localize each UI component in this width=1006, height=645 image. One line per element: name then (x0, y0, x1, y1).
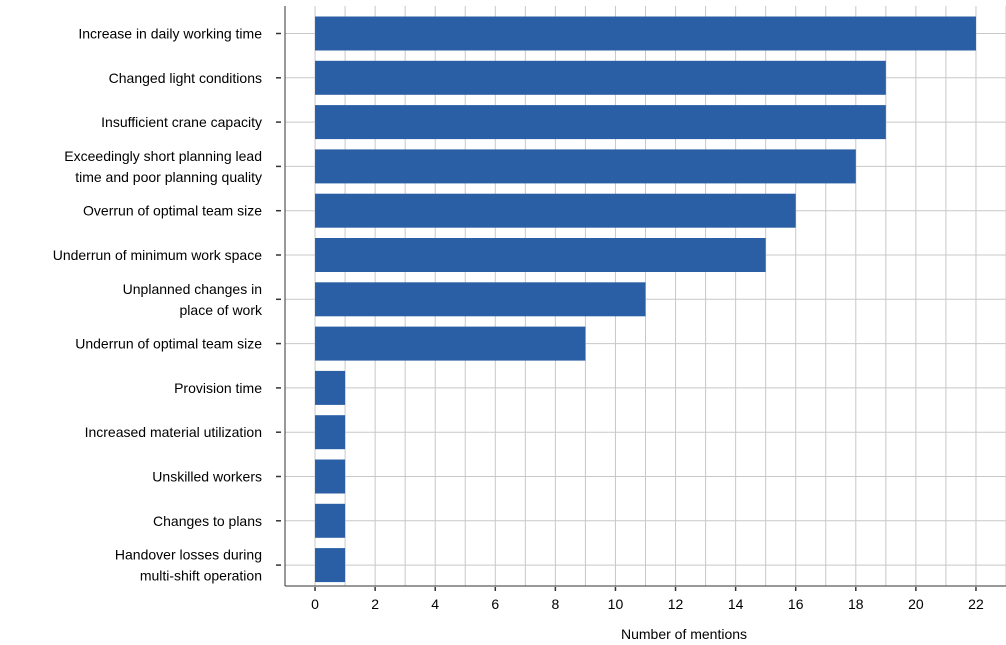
x-tick-label: 12 (668, 596, 684, 612)
bar (315, 370, 346, 405)
bar (315, 193, 796, 228)
category-label-line: Unplanned changes in (123, 281, 262, 297)
category-label-line: Insufficient crane capacity (101, 114, 262, 130)
bar (315, 149, 856, 184)
category-label-line: Underrun of minimum work space (53, 247, 263, 263)
x-tick-label: 2 (371, 596, 379, 612)
category-label-line: Underrun of optimal team size (75, 336, 262, 352)
bar (315, 105, 886, 140)
bar (315, 60, 886, 95)
category-label-line: Overrun of optimal team size (83, 203, 262, 219)
bar (315, 326, 586, 361)
category-label-line: Increased material utilization (85, 424, 262, 440)
x-tick-label: 4 (431, 596, 439, 612)
category-label: Unskilled workers (152, 469, 262, 485)
category-label-line: Exceedingly short planning lead (64, 148, 262, 164)
bar (315, 238, 766, 272)
category-label-line: Unskilled workers (152, 469, 262, 485)
bar (315, 548, 346, 583)
category-label-line: Changed light conditions (109, 70, 262, 86)
category-label-line: time and poor planning quality (75, 169, 262, 185)
category-label: Provision time (174, 380, 262, 396)
category-label: Underrun of minimum work space (53, 247, 263, 263)
category-label-line: multi-shift operation (140, 568, 262, 584)
category-label: Overrun of optimal team size (83, 203, 262, 219)
x-tick-label: 22 (968, 596, 984, 612)
category-label: Underrun of optimal team size (75, 336, 262, 352)
bar (315, 415, 346, 450)
category-label-line: place of work (180, 302, 263, 318)
x-tick-label: 18 (848, 596, 864, 612)
bar (315, 16, 976, 51)
bar (315, 282, 646, 317)
category-label: Insufficient crane capacity (101, 114, 262, 130)
category-label: Changes to plans (153, 513, 262, 529)
x-tick-label: 14 (728, 596, 744, 612)
x-tick-label: 8 (551, 596, 559, 612)
x-tick-label: 20 (908, 596, 924, 612)
category-label-line: Increase in daily working time (78, 26, 262, 42)
category-label: Unplanned changes in place of work (123, 281, 263, 318)
bars (315, 16, 976, 583)
category-label-line: Changes to plans (153, 513, 262, 529)
x-axis-title: Number of mentions (621, 626, 747, 642)
x-tick-label: 0 (311, 596, 319, 612)
category-label: Handover losses during multi-shift operat… (115, 547, 262, 584)
category-label: Increased material utilization (85, 424, 262, 440)
bar (315, 459, 346, 494)
category-label: Increase in daily working time (78, 26, 262, 42)
x-tick-label: 10 (608, 596, 624, 612)
category-label: Exceedingly short planning lead time and … (64, 148, 262, 185)
category-label-line: Provision time (174, 380, 262, 396)
category-label: Changed light conditions (109, 70, 262, 86)
axes (276, 6, 1006, 591)
x-tick-label: 16 (788, 596, 804, 612)
category-label-line: Handover losses during (115, 547, 262, 563)
bar (315, 503, 346, 538)
category-labels: Increase in daily working time Changed li… (53, 26, 263, 584)
x-tick-label: 6 (491, 596, 499, 612)
x-tick-labels: 0 2 4 6 8 10 12 14 16 18 20 22 (311, 596, 984, 612)
